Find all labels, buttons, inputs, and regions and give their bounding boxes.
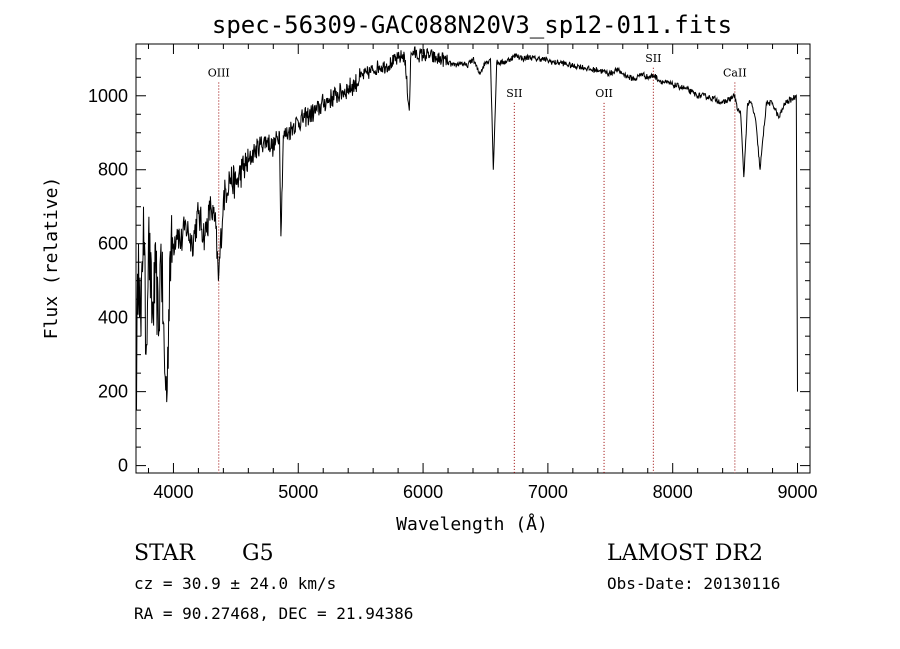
- marker-label-sii: SII: [506, 87, 522, 100]
- survey-name: LAMOST DR2: [607, 541, 763, 566]
- x-tick-label: 7000: [528, 482, 568, 502]
- y-tick-label: 800: [98, 160, 128, 180]
- x-tick-label: 9000: [777, 482, 817, 502]
- y-tick-label: 0: [118, 456, 128, 476]
- y-axis-ticks: 0 200 400 600 800 1000: [88, 58, 810, 476]
- coordinates: RA = 90.27468, DEC = 21.94386: [134, 604, 413, 623]
- marker-label-caii: CaII: [723, 67, 747, 80]
- obs-date: Obs-Date: 20130116: [607, 574, 780, 593]
- object-class: STAR: [134, 541, 196, 566]
- x-axis-label: Wavelength (Å): [396, 513, 548, 535]
- y-tick-label: 400: [98, 308, 128, 328]
- y-tick-label: 1000: [88, 86, 128, 106]
- line-markers: OIII SII OII SII CaII: [208, 52, 747, 473]
- redshift-info: cz = 30.9 ± 24.0 km/s: [134, 574, 336, 593]
- chart-title: spec-56309-GAC088N20V3_sp12-011.fits: [212, 11, 732, 39]
- x-tick-label: 6000: [403, 482, 443, 502]
- x-tick-label: 8000: [653, 482, 693, 502]
- y-tick-label: 600: [98, 234, 128, 254]
- marker-label-sii: SII: [645, 52, 661, 65]
- x-tick-label: 5000: [278, 482, 318, 502]
- x-axis-ticks: 4000 5000 6000 7000 8000 9000: [147, 44, 818, 502]
- spectrum-line: [135, 46, 798, 411]
- y-tick-label: 200: [98, 382, 128, 402]
- marker-label-oii: OII: [595, 87, 613, 100]
- marker-label-oiii: OIII: [208, 67, 230, 80]
- plot-frame: [135, 43, 811, 474]
- object-subclass: G5: [242, 541, 274, 566]
- x-tick-label: 4000: [153, 482, 193, 502]
- y-axis-label: Flux (relative): [41, 177, 62, 340]
